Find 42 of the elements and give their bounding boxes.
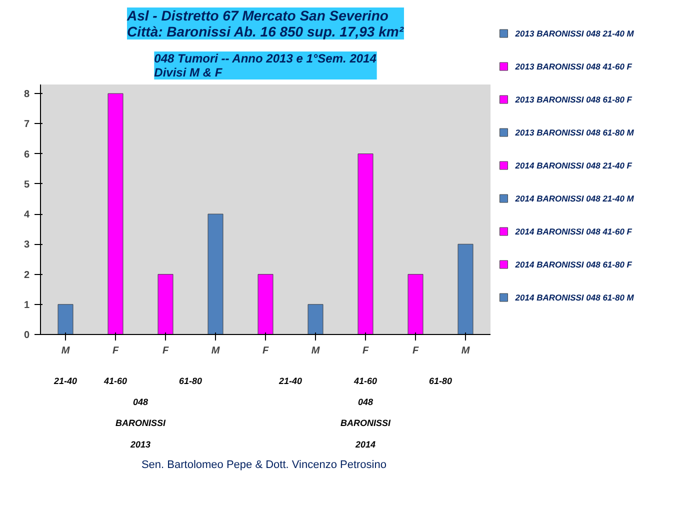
legend-label: 2014 BARONISSI 048 61-80 M <box>514 292 635 302</box>
text: BARONISSI <box>115 418 166 428</box>
legend-label: 2013 BARONISSI 048 61-80 M <box>514 128 635 138</box>
text: 048 <box>132 397 148 408</box>
x-tick-label: F <box>362 346 370 356</box>
y-tick-label: 2 <box>24 270 30 281</box>
legend-label: 2014 BARONISSI 048 41-60 F <box>514 226 633 236</box>
text: BARONISSI <box>340 418 391 428</box>
legend-label: 2013 BARONISSI 048 61-80 F <box>514 94 633 104</box>
text: 21-40 <box>52 376 78 386</box>
text: 048 <box>358 397 374 408</box>
x-tick-label: M <box>61 346 70 356</box>
y-tick-label: 3 <box>24 240 30 251</box>
text: 41-60 <box>352 376 378 386</box>
y-tick-label: 7 <box>24 119 30 130</box>
text: Sen. Bartolomeo Pepe & Dott. Vincenzo Petrosino <box>141 458 386 471</box>
x-tick-label: F <box>162 346 170 356</box>
x-tick-label: M <box>211 346 220 356</box>
x-tick-label: F <box>412 346 420 356</box>
y-tick-label: 4 <box>24 210 30 221</box>
text: 21-40 <box>278 376 302 386</box>
chart-subtitle: 048 Tumori -- Anno 2013 e 1°Sem. 2014 Divisi M & F <box>154 52 377 80</box>
x-tick-label: F <box>262 346 270 356</box>
y-tick-label: 0 <box>24 330 30 341</box>
legend-label: 2013 BARONISSI 048 21-40 M <box>514 28 635 38</box>
text: 61-80 <box>178 376 202 386</box>
y-tick-label: 6 <box>24 149 30 160</box>
x-tick-label: M <box>311 346 320 356</box>
text: 61-80 <box>428 376 452 386</box>
text: 2014 <box>354 439 376 450</box>
legend-label: 2014 BARONISSI 048 21-40 F <box>514 160 633 170</box>
legend-label: 2014 BARONISSI 048 21-40 M <box>514 194 635 204</box>
y-tick-label: 8 <box>24 89 30 100</box>
x-tick-label: F <box>112 346 120 356</box>
y-tick-label: 1 <box>24 300 30 311</box>
x-tick-label: M <box>461 346 470 356</box>
legend-label: 2013 BARONISSI 048 41-60 F <box>514 62 633 72</box>
text: 2013 <box>129 439 151 450</box>
legend-label: 2014 BARONISSI 048 61-80 F <box>514 260 633 270</box>
chart-title: Asl - Distretto 67 Mercato San Severino Città: Baronissi Ab. 16 850 sup. 17,93 km² <box>126 8 404 40</box>
y-tick-label: 5 <box>24 179 30 190</box>
text: 41-60 <box>102 376 128 386</box>
